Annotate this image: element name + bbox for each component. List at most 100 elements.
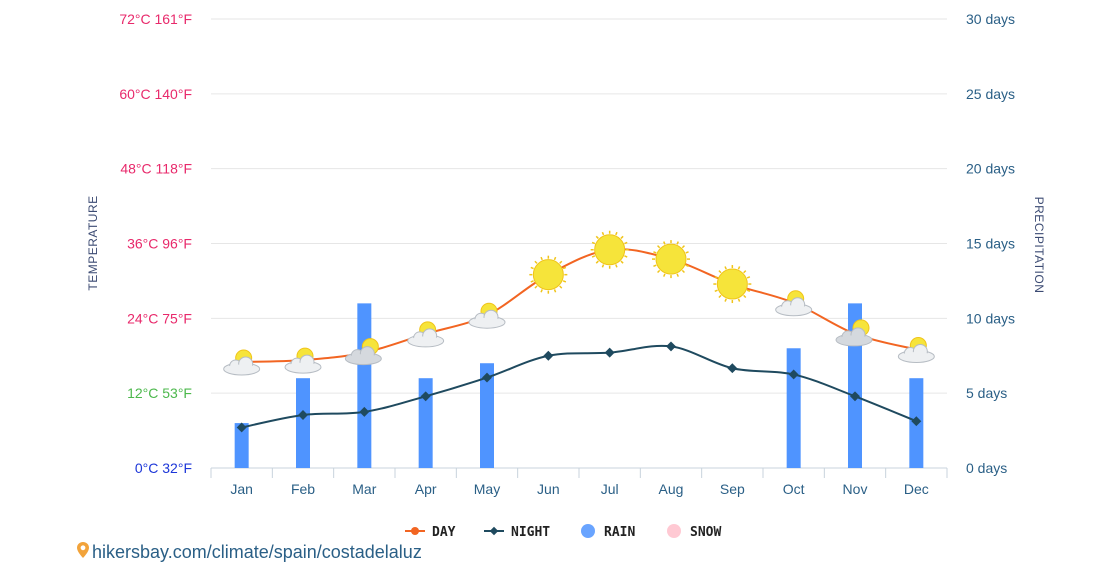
axes: 0°C 32°F 12°C 53°F 24°C 75°F 36°C 96°F 48°C … [86, 11, 1046, 497]
legend-label: RAIN [604, 525, 635, 540]
sun-ray [562, 280, 567, 283]
x-tick-label-feb: Feb [291, 481, 315, 497]
sun-ray [615, 264, 618, 268]
rain-bar-jan [234, 423, 249, 468]
right-tick-label: 30 days [966, 11, 1015, 27]
legend-marker [489, 526, 499, 536]
night-point-jun [543, 350, 554, 361]
sun-ray [724, 298, 727, 302]
left-tick-label: 12°C 53°F [127, 385, 192, 401]
sun-ray [685, 264, 689, 268]
right-tick-label: 10 days [966, 310, 1015, 326]
sun-ray [601, 264, 605, 268]
legend: DAY NIGHT RAIN SNOW [405, 524, 721, 540]
source-link[interactable]: hikersbay.com/climate/spain/costadelaluz [76, 541, 422, 564]
right-tick-label: 20 days [966, 161, 1015, 177]
sun-ray [743, 294, 747, 299]
partly-cloudy-icon [407, 321, 445, 348]
sun-ray [624, 255, 628, 258]
x-tick-label-jul: Jul [601, 481, 619, 497]
left-tick-label: 0°C 32°F [135, 460, 192, 476]
cloud-fill [225, 364, 258, 374]
night-point-feb [298, 410, 308, 420]
sun-ray [530, 266, 534, 270]
x-tick-label-jun: Jun [537, 481, 560, 497]
sun-disc [716, 268, 748, 300]
sun-ray [591, 255, 596, 258]
legend-label: NIGHT [511, 525, 550, 540]
sun-ray [615, 231, 618, 236]
night-point-oct [788, 369, 799, 380]
left-tick-label: 48°C 118°F [120, 161, 192, 177]
left-tick-label: 36°C 96°F [127, 236, 192, 252]
sun-disc [532, 259, 564, 291]
sun-icon [590, 230, 629, 269]
sun-ray [676, 241, 679, 245]
sun-ray [681, 245, 685, 249]
cloud-fill [471, 317, 503, 327]
cloud-fill [900, 352, 933, 362]
night-point-sep [727, 363, 738, 374]
cloud-fill [777, 305, 810, 315]
legend-item-rain: RAIN [581, 524, 635, 540]
night-point-jul [604, 347, 615, 358]
x-tick-label-may: May [474, 481, 500, 497]
sun-disc [655, 243, 687, 275]
sun-ray [743, 270, 747, 274]
legend-item-night: NIGHT [484, 525, 550, 540]
sun-ray [595, 235, 599, 239]
sun-ray [553, 256, 557, 261]
right-tick-label: 15 days [966, 236, 1015, 252]
sun-ray [591, 241, 596, 245]
partly-cloudy-icon [468, 302, 506, 329]
sun-ray [685, 251, 689, 254]
sun-ray [595, 260, 599, 264]
sun-ray [714, 289, 718, 292]
rain-bar-feb [296, 378, 310, 468]
partly-cloudy-icon [223, 349, 261, 376]
night-point-aug [666, 341, 676, 352]
sun-ray [724, 266, 727, 270]
sun-ray [737, 298, 741, 302]
night-temperature-line [241, 344, 917, 429]
rain-bar-oct [786, 348, 801, 468]
legend-item-snow: SNOW [667, 524, 721, 540]
sun-ray [663, 273, 666, 277]
legend-marker [411, 527, 419, 535]
left-tick-label: 60°C 140°F [119, 86, 192, 102]
sun-ray [559, 285, 563, 289]
right-tick-label: 0 days [966, 460, 1007, 476]
x-tick-label-mar: Mar [352, 481, 376, 497]
x-tick-label-jan: Jan [230, 481, 253, 497]
x-tick-label-dec: Dec [904, 481, 929, 497]
day-temperature-line [241, 248, 917, 363]
legend-marker [581, 524, 595, 538]
rain-bar-may [480, 363, 494, 468]
sun-ray [553, 289, 557, 293]
sun-ray [657, 245, 661, 249]
legend-label: DAY [432, 525, 456, 540]
sun-ray [601, 231, 605, 236]
partly-cloudy-icon [897, 337, 935, 364]
left-tick-label: 24°C 75°F [127, 310, 192, 326]
sun-ray [620, 235, 624, 239]
sun-ray [737, 266, 741, 270]
sun-ray [540, 256, 543, 261]
cloud-fill [347, 354, 380, 364]
night-point-dec [911, 416, 922, 427]
sun-ray [663, 241, 666, 245]
night-point-mar [359, 406, 370, 417]
partly-cloudy-icon [284, 347, 322, 374]
sun-icon [652, 240, 690, 279]
cloud-fill [838, 335, 870, 345]
sun-disc [594, 234, 626, 266]
grid-lines [210, 18, 948, 478]
x-tick-label-sep: Sep [720, 481, 745, 497]
night-point-nov [850, 391, 860, 402]
night-point-may [482, 372, 492, 383]
temperature-lines [236, 248, 922, 433]
sun-ray [681, 269, 685, 274]
cloudy-sun-icon [835, 319, 873, 347]
sun-ray [657, 269, 661, 274]
legend-label: SNOW [690, 525, 721, 540]
